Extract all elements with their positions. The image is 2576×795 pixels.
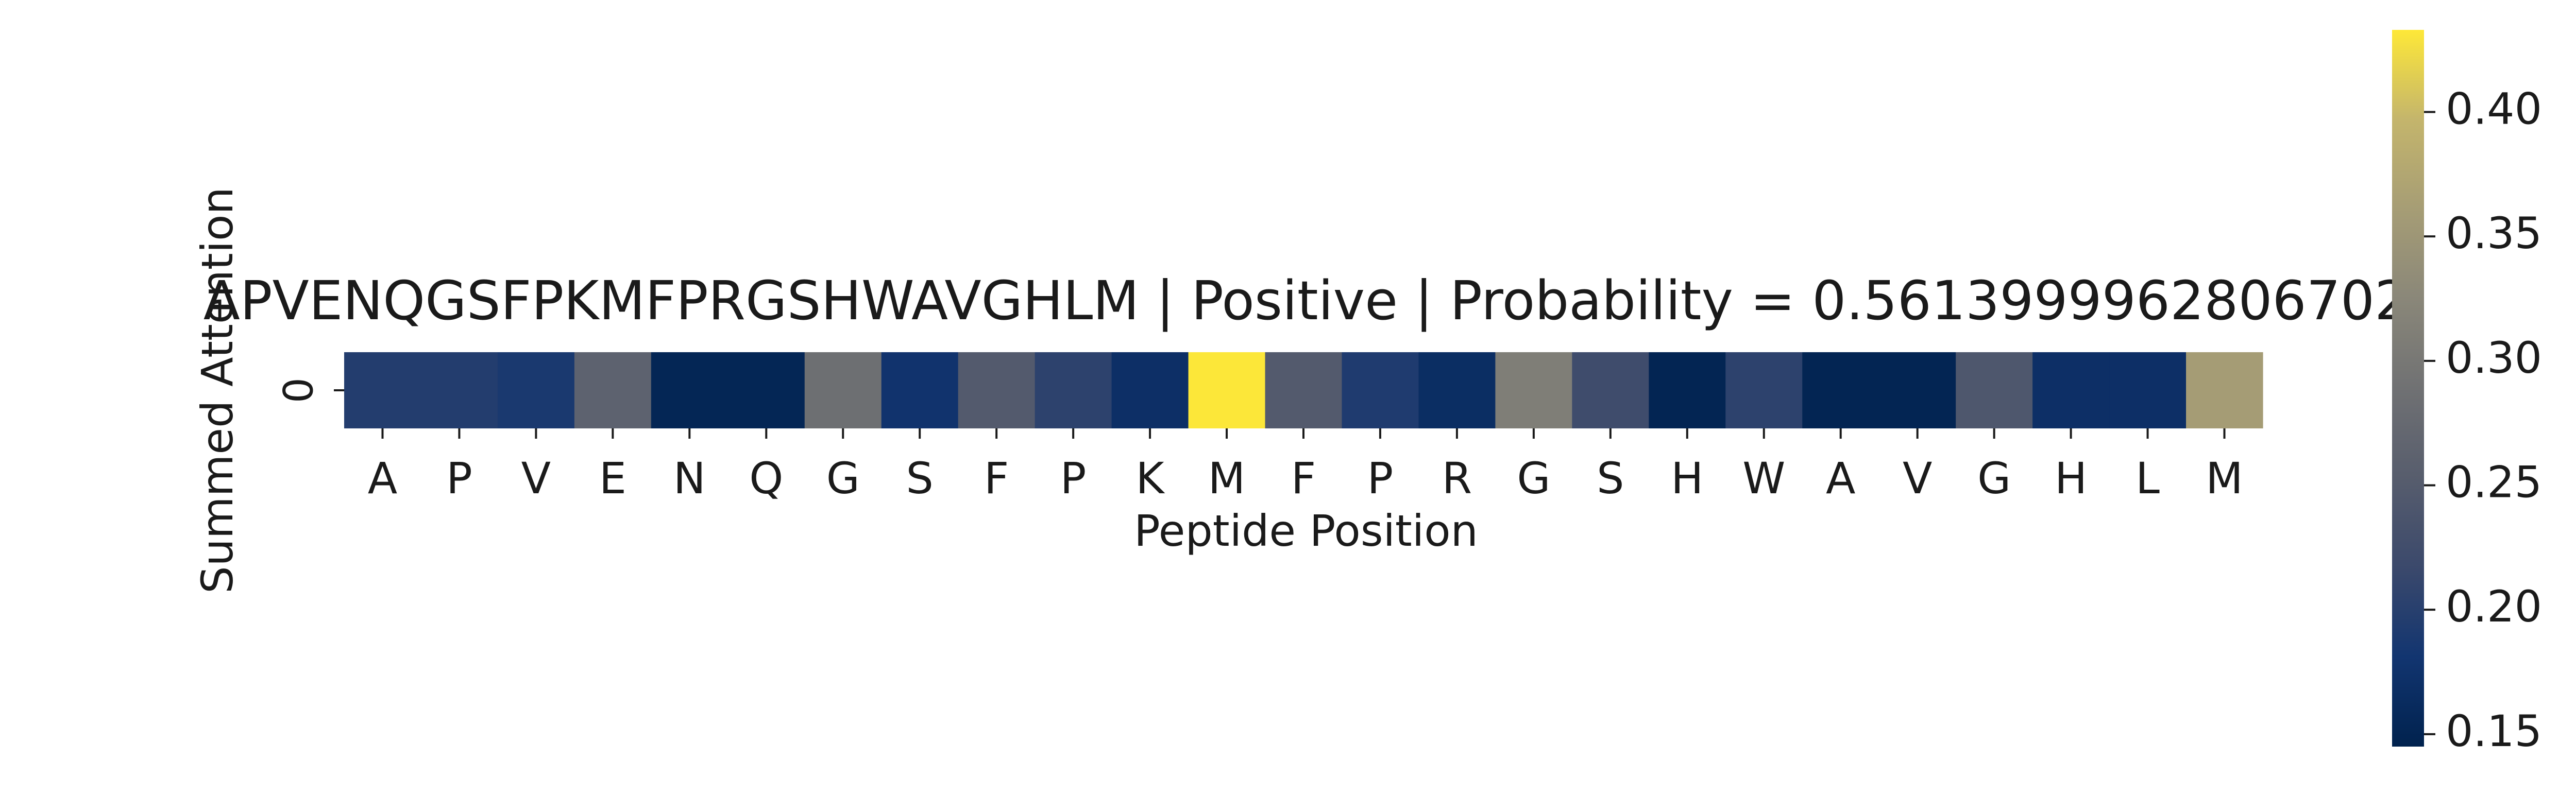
x-tick-label: M bbox=[1208, 453, 1245, 504]
colorbar-tick-label: 0.30 bbox=[2446, 333, 2542, 383]
x-tick-label: S bbox=[1597, 453, 1624, 504]
colorbar-tick-label: 0.40 bbox=[2446, 83, 2542, 134]
heatmap-cell bbox=[2109, 352, 2187, 428]
heatmap-cell bbox=[1495, 352, 1572, 428]
heatmap-cell bbox=[1265, 352, 1343, 428]
heatmap-cell bbox=[1802, 352, 1879, 428]
heatmap-cell bbox=[958, 352, 1036, 428]
x-tick-label: P bbox=[1060, 453, 1087, 504]
heatmap-cell bbox=[881, 352, 959, 428]
x-tick-label: K bbox=[1136, 453, 1165, 504]
x-tick-label: H bbox=[2055, 453, 2087, 504]
x-tick-label: L bbox=[2136, 453, 2160, 504]
y-axis-label: Summed Attention bbox=[192, 187, 243, 594]
heatmap-cell bbox=[574, 352, 652, 428]
x-tick-label: A bbox=[368, 453, 397, 504]
y-tick-label: 0 bbox=[276, 377, 322, 403]
colorbar-tick-label: 0.25 bbox=[2446, 457, 2542, 507]
x-tick-label: M bbox=[2206, 453, 2243, 504]
x-tick-label: R bbox=[1442, 453, 1472, 504]
x-tick-label: W bbox=[1742, 453, 1785, 504]
heatmap-cell bbox=[420, 352, 498, 428]
x-tick-label: F bbox=[1291, 453, 1316, 504]
x-tick-label: V bbox=[521, 453, 551, 504]
colorbar-gradient bbox=[2392, 30, 2424, 747]
heatmap-cell bbox=[1342, 352, 1419, 428]
x-tick-label: N bbox=[673, 453, 706, 504]
heatmap-cell bbox=[1879, 352, 1956, 428]
heatmap-cell bbox=[497, 352, 575, 428]
heatmap-cell bbox=[727, 352, 805, 428]
x-tick-label: A bbox=[1826, 453, 1855, 504]
x-tick-label: S bbox=[906, 453, 934, 504]
y-tick: 0 bbox=[276, 377, 344, 403]
heatmap-cell bbox=[1418, 352, 1496, 428]
colorbar-tick-label: 0.15 bbox=[2446, 706, 2542, 756]
heatmap-cell bbox=[651, 352, 728, 428]
heatmap-cells bbox=[344, 352, 2263, 428]
x-tick-label: P bbox=[1367, 453, 1394, 504]
heatmap-cell bbox=[1035, 352, 1112, 428]
colorbar-ticks: 0.15 0.20 0.25 0.30 0.35 0.40 bbox=[2424, 83, 2542, 756]
colorbar-tick-label: 0.20 bbox=[2446, 581, 2542, 632]
x-axis-label: Peptide Position bbox=[1134, 506, 1478, 556]
x-tick-label: P bbox=[446, 453, 472, 504]
x-tick-label: G bbox=[1977, 453, 2011, 504]
heatmap-cell bbox=[1725, 352, 1803, 428]
heatmap-cell bbox=[1649, 352, 1726, 428]
heatmap-cell bbox=[1572, 352, 1649, 428]
heatmap-cell bbox=[804, 352, 882, 428]
heatmap-cell bbox=[1956, 352, 2033, 428]
heatmap-cell bbox=[1111, 352, 1189, 428]
x-tick-label: V bbox=[1903, 453, 1932, 504]
heatmap-cell bbox=[2032, 352, 2110, 428]
heatmap-cell bbox=[2186, 352, 2263, 428]
x-tick-label: G bbox=[1517, 453, 1550, 504]
x-tick-label: G bbox=[826, 453, 860, 504]
colorbar: 0.15 0.20 0.25 0.30 0.35 0.40 bbox=[2392, 30, 2542, 756]
heatmap-cell bbox=[344, 352, 421, 428]
x-tick-label: H bbox=[1671, 453, 1703, 504]
heatmap-cell bbox=[1188, 352, 1266, 428]
x-tick-label: F bbox=[984, 453, 1009, 504]
x-tick-label: Q bbox=[749, 453, 783, 504]
colorbar-tick-label: 0.35 bbox=[2446, 208, 2542, 258]
chart-title: APVENQGSFPKMFPRGSHWAVGHLM | Positive | P… bbox=[204, 269, 2409, 332]
x-tick-label: E bbox=[599, 453, 626, 504]
